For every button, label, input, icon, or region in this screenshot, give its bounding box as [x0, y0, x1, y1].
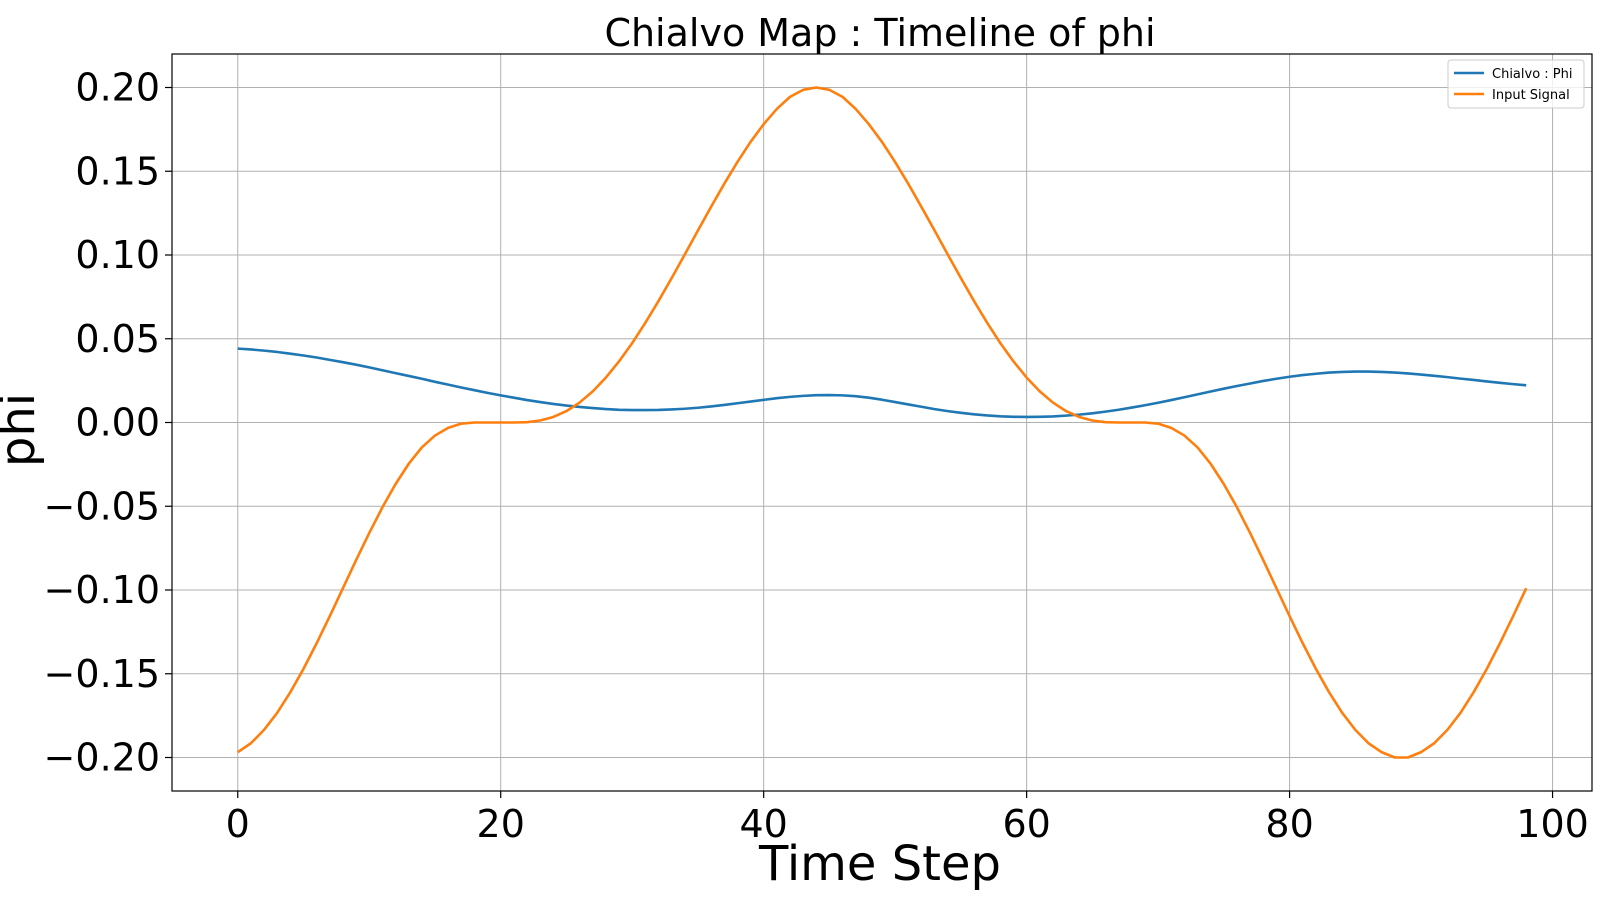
y-tick-label: −0.05: [44, 484, 160, 528]
grid: [172, 54, 1592, 791]
y-axis-label: phi: [0, 393, 46, 467]
x-tick-label: 0: [226, 802, 250, 846]
series-group: [237, 86, 1528, 759]
x-axis-ticks: 0 20 40 60 80 100: [226, 791, 1589, 846]
y-tick-label: 0.20: [75, 66, 160, 110]
legend-label-phi: Chialvo : Phi: [1492, 67, 1573, 82]
y-tick-label: 0.15: [75, 149, 160, 193]
x-tick-label: 20: [477, 802, 525, 846]
legend-label-input: Input Signal: [1492, 88, 1570, 103]
series-line-phi: [237, 347, 1527, 419]
y-tick-label: −0.15: [44, 652, 160, 696]
x-tick-label: 80: [1265, 802, 1313, 846]
y-tick-label: 0.10: [75, 233, 160, 277]
y-tick-label: 0.00: [75, 401, 160, 445]
y-tick-label: −0.20: [44, 736, 160, 780]
y-axis-ticks: −0.20 −0.15 −0.10 −0.05 0.00 0.05 0.10 0.15 0.20: [44, 66, 172, 780]
series-line-input-signal: [237, 86, 1528, 759]
x-tick-label: 100: [1516, 802, 1589, 846]
chart-title: Chialvo Map : Timeline of phi: [604, 11, 1155, 55]
legend: Chialvo : Phi Input Signal: [1447, 59, 1585, 109]
y-tick-label: 0.05: [75, 317, 160, 361]
x-tick-label: 60: [1002, 802, 1050, 846]
x-tick-label: 40: [739, 802, 787, 846]
x-axis-label: Time Step: [758, 836, 1001, 892]
y-tick-label: −0.10: [44, 568, 160, 612]
